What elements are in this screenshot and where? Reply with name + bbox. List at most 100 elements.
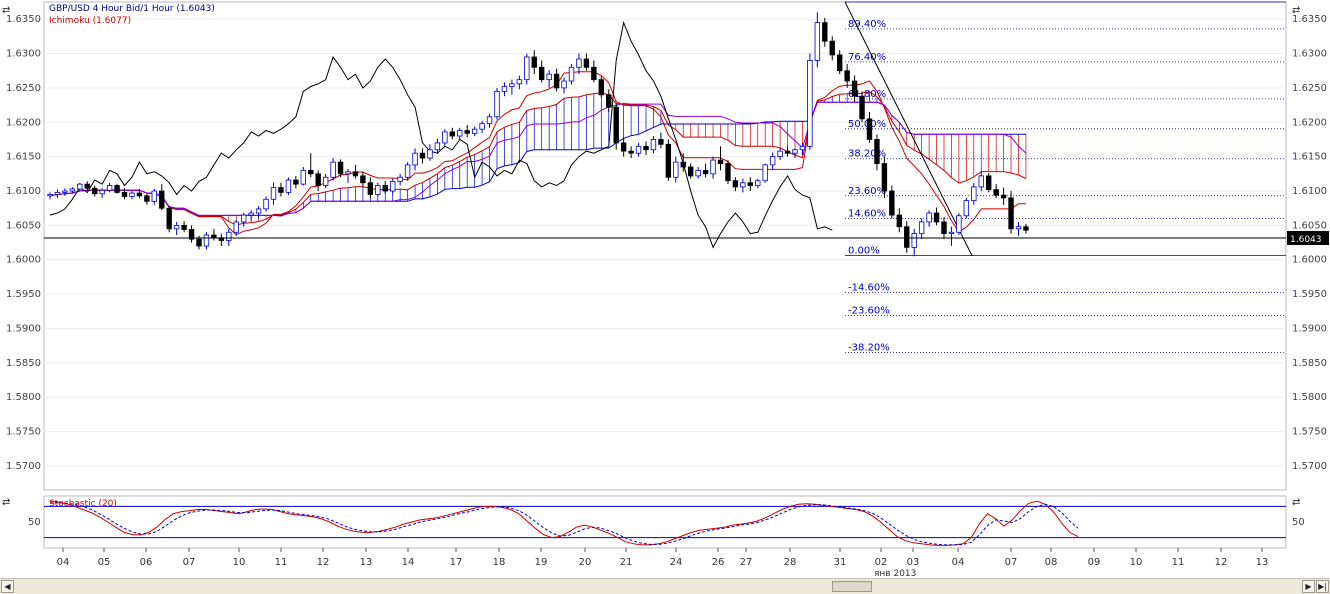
time-tick-label: 18	[493, 557, 506, 568]
current-price-label: 1.6043	[1290, 235, 1322, 245]
time-tick-label: 02	[875, 557, 888, 568]
price-tick-label-right: 1.6100	[1292, 186, 1327, 197]
candle-body	[293, 179, 299, 185]
candle-body	[114, 185, 120, 193]
time-tick-label: 13	[1256, 557, 1269, 568]
candle-body	[606, 94, 612, 108]
candle-body	[1015, 226, 1022, 230]
price-tick-label-right: 1.5950	[1292, 289, 1327, 300]
candle-body	[479, 123, 485, 130]
candle-body	[695, 169, 701, 177]
candle-body	[240, 214, 247, 223]
candle-body	[814, 22, 821, 61]
candle-body	[352, 171, 359, 177]
time-tick-label: 04	[57, 557, 70, 568]
price-tick-label-right: 1.6150	[1292, 152, 1327, 163]
candle-body	[561, 80, 567, 89]
candle-body	[613, 106, 619, 144]
scroll-thumb[interactable]	[832, 581, 872, 592]
candle-body	[360, 175, 366, 184]
price-tick-label-right: 1.6300	[1292, 49, 1327, 60]
stochastic-indicator: 50 50	[28, 500, 1305, 546]
candle-body	[881, 163, 888, 192]
fib-level-label: 89.40%	[848, 19, 886, 30]
candle-body	[620, 142, 627, 152]
ichimoku-cloud	[116, 91, 1027, 226]
scroll-end-button[interactable]: ▶|	[1316, 580, 1329, 593]
candle-body	[84, 183, 90, 189]
candle-body	[539, 66, 545, 81]
panel-settings-right-icon[interactable]: ⇄	[1292, 5, 1300, 16]
candle-body	[509, 83, 515, 87]
price-tick-label-left: 1.6200	[6, 117, 41, 128]
candle-body	[382, 185, 388, 192]
fib-level-label: -23.60%	[848, 305, 890, 316]
time-tick-label: 08	[1045, 557, 1058, 568]
price-tick-label-left: 1.5850	[6, 358, 41, 369]
candle-body	[121, 191, 128, 197]
price-tick-label-left: 1.5950	[6, 289, 41, 300]
candle-body	[784, 150, 791, 154]
candle-body	[688, 166, 694, 177]
main-panel-frame	[43, 1, 1287, 491]
stochastic-label: Stochastic (20)	[49, 499, 117, 509]
candle-body	[680, 161, 686, 168]
candle-body	[486, 116, 493, 125]
time-tick-label: 11	[1172, 557, 1185, 568]
candle-body	[99, 189, 105, 195]
candle-body	[755, 180, 761, 186]
price-tick-label-right: 1.5850	[1292, 358, 1327, 369]
stochastic-settings-icon[interactable]: ⇄	[2, 497, 10, 508]
time-axis: 04 05 06 07 10 11 12 13 14 17 18 19 20 21 24 26 27 28 31 02…	[57, 548, 1269, 568]
time-tick-label: 03	[907, 557, 920, 568]
candle-body	[948, 231, 955, 235]
candle-body	[449, 131, 455, 137]
candle-body	[233, 221, 239, 233]
candle-body	[941, 221, 947, 235]
candle-body	[255, 208, 262, 214]
candle-body	[211, 234, 217, 239]
scroll-left-button[interactable]: ◀	[1, 580, 14, 593]
candle-body	[822, 22, 828, 42]
candle-body	[315, 173, 321, 186]
candle-body	[643, 145, 649, 151]
candle-body	[196, 238, 202, 247]
fib-level-label: -38.20%	[848, 343, 890, 354]
candle-body	[747, 182, 753, 186]
ichimoku-label: Ichimoku (1.6077)	[49, 16, 131, 26]
candle-body	[159, 190, 165, 209]
fib-level-label: 61.80%	[848, 89, 886, 100]
candle-body	[553, 73, 560, 89]
candle-body	[173, 224, 180, 230]
candle-body	[740, 182, 746, 188]
candle-body	[889, 190, 895, 216]
time-tick-label: 05	[98, 557, 111, 568]
candle-body	[92, 187, 98, 195]
candle-body	[762, 164, 768, 182]
time-tick-label: 06	[140, 557, 153, 568]
fib-trendline	[844, 1, 973, 256]
stochastic-settings-right-icon[interactable]: ⇄	[1292, 497, 1300, 508]
candle-body	[494, 90, 500, 118]
candle-body	[181, 224, 187, 230]
candle-body	[866, 118, 873, 140]
candle-body	[844, 70, 850, 82]
horizontal-scrollbar[interactable]: ◀ ▶ ▶|	[0, 578, 1330, 594]
price-tick-label-right: 1.6200	[1292, 117, 1327, 128]
candle-body	[769, 156, 776, 166]
candle-body	[270, 187, 277, 200]
main-chart-title: GBP/USD 4 Hour Bid/1 Hour (1.6043)	[49, 4, 215, 14]
candle-body	[799, 145, 806, 151]
candle-body	[389, 180, 396, 192]
price-tick-label-left: 1.6250	[6, 83, 41, 94]
candle-body	[650, 139, 657, 151]
candle-body	[978, 175, 984, 188]
candle-body	[471, 128, 478, 134]
gridlines	[44, 18, 1286, 467]
candle-body	[933, 212, 940, 223]
panel-settings-icon[interactable]: ⇄	[2, 5, 10, 16]
price-tick-label-right: 1.6350	[1292, 14, 1327, 25]
time-tick-label: 10	[233, 557, 246, 568]
scroll-right-button[interactable]: ▶	[1302, 580, 1315, 593]
stochastic-panel-frame	[43, 495, 1287, 549]
